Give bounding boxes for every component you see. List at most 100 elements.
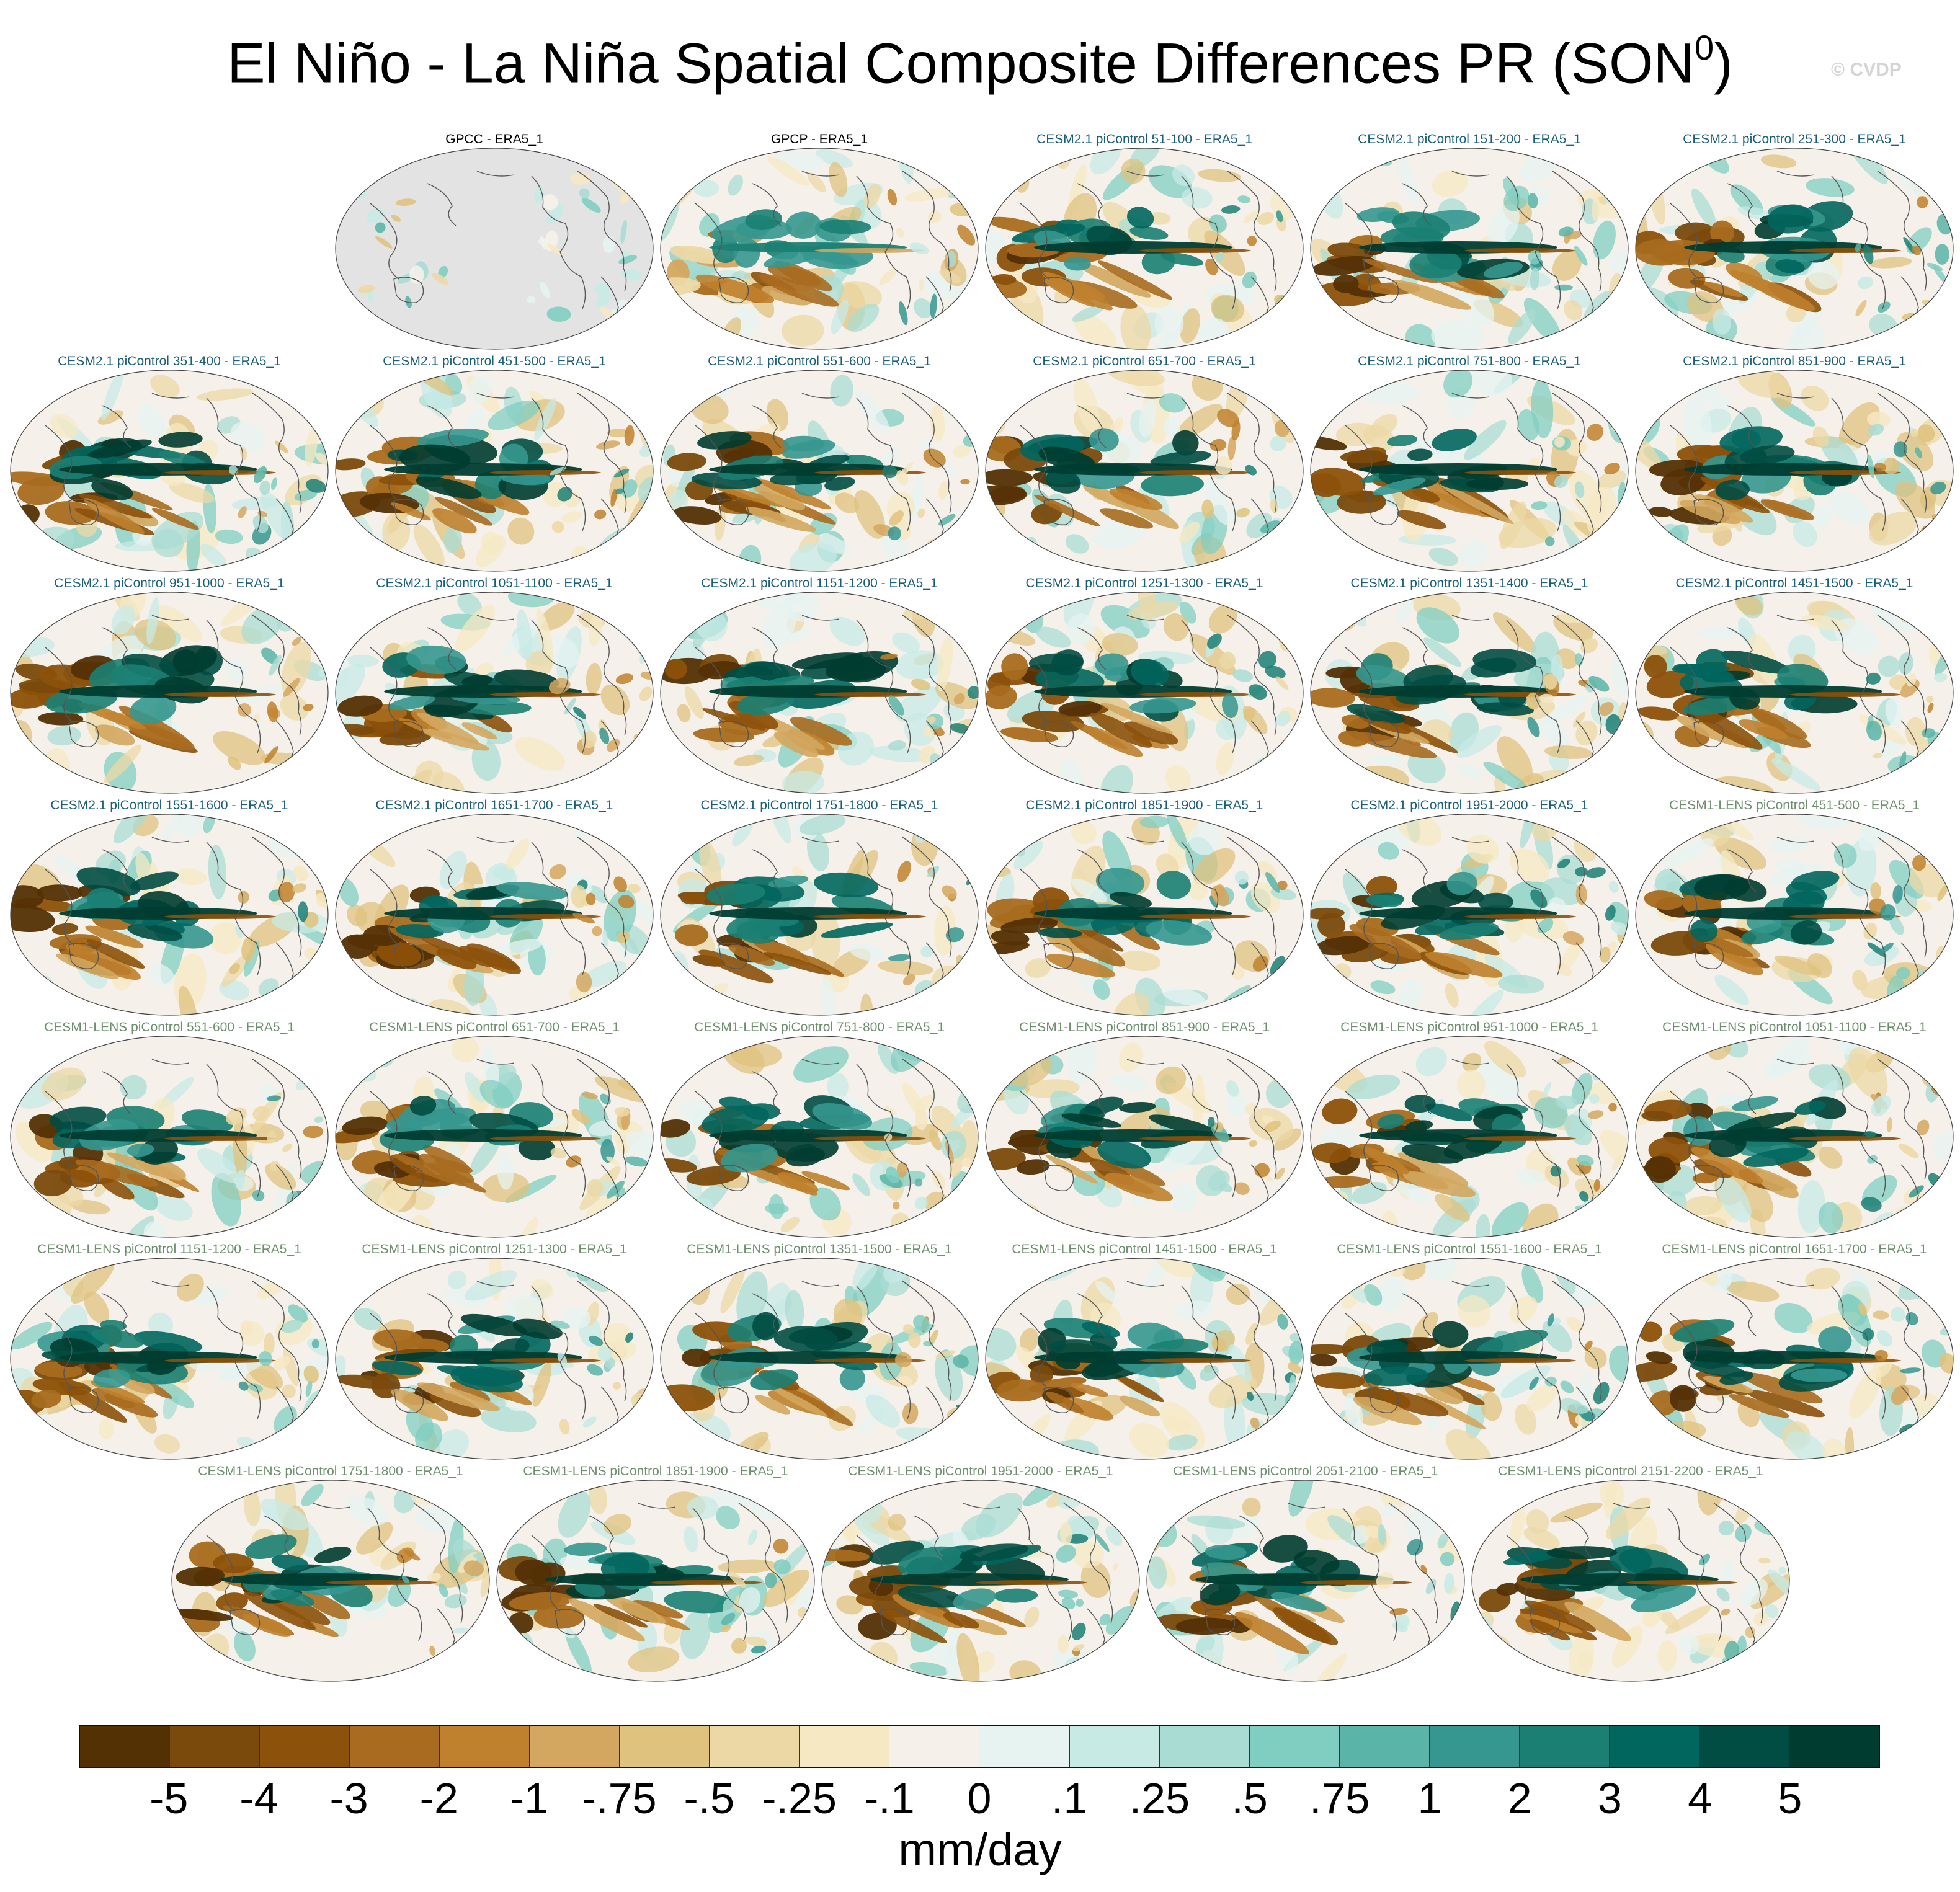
precip-anomaly-blob [1288,1375,1296,1396]
precip-anomaly-blob [739,1586,760,1614]
coastline [1126,393,1165,399]
precip-anomaly-blob [621,269,643,281]
precip-anomaly-blob [669,489,688,510]
map-projection [1635,370,1954,572]
precip-anomaly-blob [496,882,568,900]
precip-anomaly-blob [880,269,897,285]
map-field [1147,1480,1464,1681]
coastline [531,175,586,309]
precip-anomaly-blob [127,923,183,941]
precip-anomaly-blob [828,162,848,197]
colorbar-swatch [530,1726,620,1767]
precip-anomaly-blob [1386,434,1418,447]
precip-anomaly-blob [1933,672,1948,682]
precip-anomaly-blob [821,922,893,938]
precip-anomaly-blob [628,1646,680,1672]
map-field [1636,370,1953,571]
precip-anomaly-blob [607,739,620,752]
precip-anomaly-blob [1397,156,1419,204]
coastline [1877,1281,1927,1402]
precip-anomaly-blob [1611,1625,1643,1668]
precip-anomaly-blob [298,1037,328,1063]
coastline [801,393,840,399]
precip-anomaly-blob [1209,895,1218,908]
precip-anomaly-blob [1119,1101,1156,1113]
precip-anomaly-blob [1557,858,1570,869]
precip-anomaly-blob [620,193,629,204]
precip-anomaly-blob [1146,920,1213,946]
precip-anomaly-blob [773,731,819,758]
coastline [1831,842,1886,975]
coastline [1670,1313,1699,1390]
precip-anomaly-blob [869,745,929,762]
precip-anomaly-blob [986,1148,1026,1170]
precip-anomaly-blob [1156,871,1192,899]
coastline [531,1064,586,1197]
precip-anomaly-blob [1000,727,1058,742]
coastline [1238,1515,1268,1558]
precip-anomaly-blob [766,399,789,432]
precip-anomaly-blob [922,1215,950,1237]
precip-anomaly-blob [1046,1392,1084,1414]
precip-anomaly-blob [589,1119,622,1137]
precip-anomaly-blob [917,508,925,518]
precip-anomaly-blob [1699,935,1753,958]
precip-anomaly-blob [443,526,463,554]
precip-anomaly-blob [415,1422,443,1452]
precip-anomaly-blob [1141,473,1204,497]
panel-title: CESM1-LENS piControl 1751-1800 - ERA5_1 [198,1464,463,1478]
precip-anomaly-blob [1156,1258,1196,1278]
precip-anomaly-blob [1765,1036,1810,1080]
precip-anomaly-blob [517,609,533,661]
precip-anomaly-blob [767,264,821,286]
precip-anomaly-blob [1694,874,1750,900]
precip-anomaly-blob [624,425,635,446]
coastline [1670,425,1699,502]
coastline [856,620,911,753]
map-outline [496,1480,815,1682]
precip-anomaly-blob [661,277,701,295]
precip-anomaly-blob [1753,1611,1768,1627]
precip-anomaly-blob [1435,1194,1470,1222]
precip-anomaly-blob [1789,1358,1901,1363]
precip-anomaly-blob [765,1572,777,1589]
coastline [102,849,131,892]
coastline [370,425,399,502]
coastline [577,615,627,736]
precip-anomaly-blob [11,554,50,571]
precip-anomaly-blob [550,1320,570,1329]
precip-anomaly-blob [986,485,1027,505]
precip-anomaly-blob [888,954,911,961]
precip-anomaly-blob [902,974,915,985]
precip-anomaly-blob [130,694,177,724]
precip-anomaly-blob [229,963,240,974]
map-field [497,1480,814,1681]
precip-anomaly-blob [732,820,753,846]
panel-title: CESM2.1 piControl 251-300 - ERA5_1 [1683,132,1906,146]
precip-anomaly-blob [953,1354,969,1369]
colorbar-tick-label: 2 [1507,1774,1532,1823]
precip-anomaly-blob [992,273,1017,285]
coastline [1402,405,1432,448]
coastline [393,499,424,525]
precip-anomaly-blob [1655,868,1681,895]
precip-anomaly-blob [1071,878,1107,903]
precip-anomaly-blob [15,1121,53,1162]
precip-anomaly-blob [1566,439,1587,456]
precip-anomaly-blob [467,375,492,404]
precip-anomaly-blob [1917,1119,1930,1136]
panel-title: CESM1-LENS piControl 951-1000 - ERA5_1 [1340,1020,1598,1034]
precip-anomaly-blob [1209,438,1227,451]
coastline [1227,1281,1277,1402]
precip-anomaly-blob [427,1573,441,1582]
precip-anomaly-blob [582,1092,598,1099]
precip-anomaly-blob [1765,1604,1779,1619]
precip-anomaly-blob [58,1382,127,1423]
precip-anomaly-blob [1862,1328,1874,1341]
colorbar-tick-label: 1 [1417,1774,1442,1823]
precip-anomaly-blob [1076,1599,1084,1607]
precip-anomaly-blob [858,1612,897,1640]
precip-anomaly-blob [1619,1402,1628,1416]
precip-anomaly-blob [252,1189,265,1202]
precip-anomaly-blob [806,831,830,871]
